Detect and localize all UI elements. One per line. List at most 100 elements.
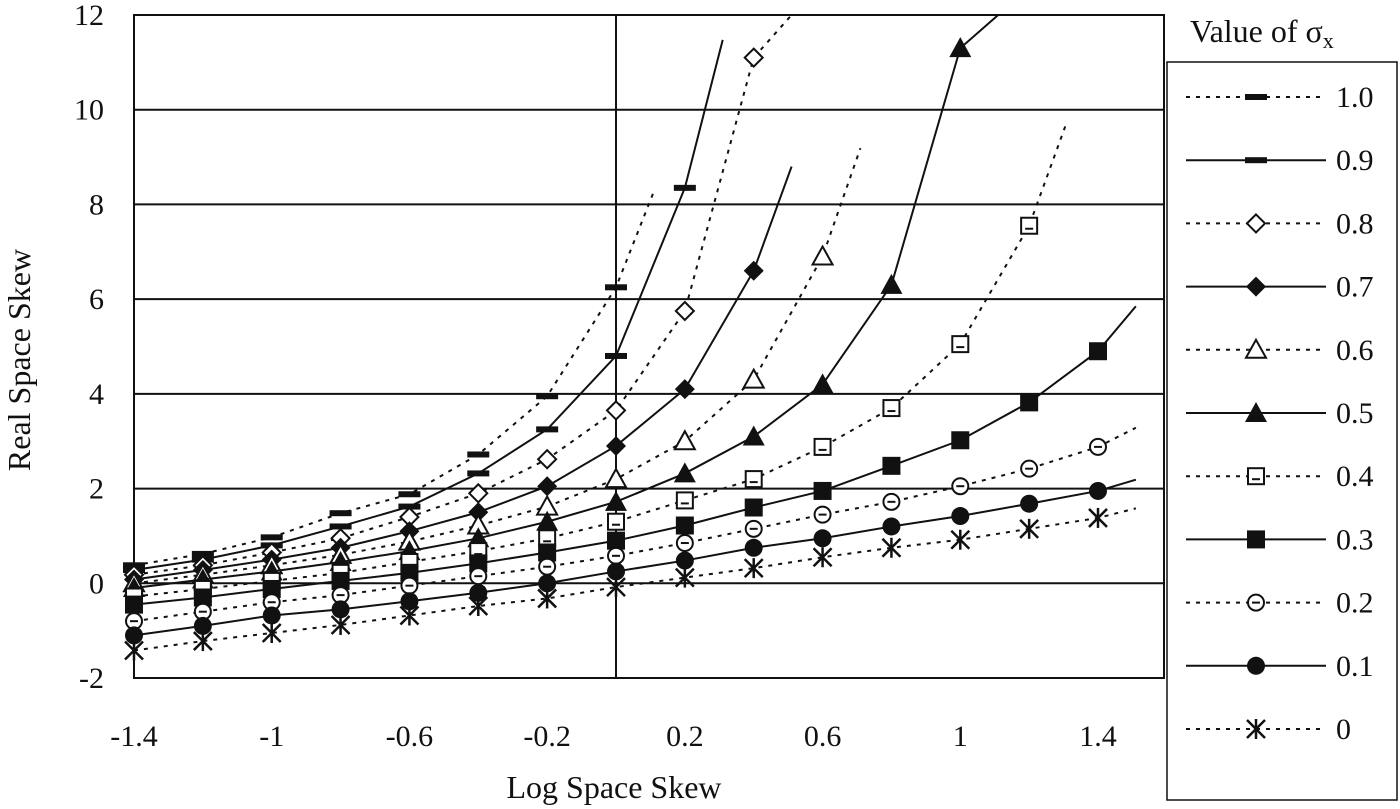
data-point (604, 467, 628, 489)
series-0.4 (125, 121, 1068, 606)
data-point (536, 448, 558, 470)
series-layer (122, 14, 1137, 661)
legend-item-0.9: 0.9 (1186, 144, 1374, 177)
y-tick-label: 4 (89, 378, 104, 411)
data-point (538, 557, 557, 576)
series-0.1 (125, 478, 1137, 645)
data-point (468, 596, 489, 617)
x-tick-label: -1 (259, 720, 284, 753)
data-point (331, 600, 350, 619)
x-tick-label: 1 (953, 720, 968, 753)
data-point (467, 482, 489, 504)
legend-label: 0.9 (1336, 144, 1374, 177)
legend-marker (1245, 212, 1267, 234)
data-point (193, 616, 212, 635)
data-point (537, 588, 558, 609)
series-line-0.1 (133, 478, 1137, 637)
data-point (813, 529, 832, 548)
data-point (538, 543, 557, 562)
legend-title: Value of σx (1190, 13, 1334, 53)
data-point (951, 431, 970, 450)
data-point (125, 612, 143, 631)
data-point (813, 437, 832, 456)
data-point (880, 273, 903, 294)
data-point (674, 300, 696, 322)
data-point (951, 507, 970, 526)
legend-item-0.5: 0.5 (1186, 397, 1374, 430)
data-point (673, 462, 696, 483)
legend-marker (1247, 593, 1265, 612)
data-point (400, 592, 419, 611)
legend-title-symbol: σ (1306, 13, 1323, 49)
grid (134, 14, 1164, 679)
legend-label: 1.0 (1336, 81, 1374, 114)
legend-label: 0.1 (1336, 650, 1374, 683)
legend-label: 0.4 (1336, 460, 1374, 493)
data-point (742, 425, 765, 446)
series-line-0.2 (133, 426, 1137, 623)
legend-title-prefix: Value of (1190, 13, 1306, 49)
series-line-0 (133, 507, 1137, 652)
legend-marker (1247, 530, 1265, 549)
legend-item-0.7: 0.7 (1186, 271, 1374, 304)
data-point (673, 184, 696, 191)
data-point (400, 563, 419, 582)
data-point (399, 605, 420, 626)
data-point (744, 470, 763, 489)
legend-label: 0.2 (1336, 587, 1374, 620)
legend-item-0.2: 0.2 (1186, 587, 1374, 620)
x-tick-label: 0.6 (804, 720, 842, 753)
data-point (124, 640, 144, 661)
data-point (469, 567, 488, 586)
legend-item-0: 0 (1186, 713, 1351, 746)
series-line-0.6 (133, 147, 862, 585)
legend-label: 0 (1336, 713, 1351, 746)
legend-box (1166, 61, 1398, 801)
data-point (607, 512, 625, 531)
data-point (674, 379, 695, 400)
data-point (743, 260, 764, 281)
data-point (398, 491, 421, 498)
legend-marker (1245, 402, 1267, 422)
data-point (467, 470, 490, 477)
data-point (1020, 393, 1039, 412)
legend-marker (1246, 276, 1266, 297)
data-point (1020, 459, 1039, 478)
legend-marker (1247, 467, 1265, 486)
data-point (742, 367, 766, 389)
data-point (675, 534, 694, 553)
data-point (813, 481, 832, 500)
data-point (261, 623, 282, 644)
legend-marker (1245, 157, 1267, 164)
data-point (606, 435, 626, 456)
data-point (1089, 481, 1107, 500)
data-point (1020, 494, 1039, 513)
data-point (469, 583, 488, 602)
legend-title-subscript: x (1323, 28, 1334, 53)
data-point (331, 571, 350, 590)
data-point (675, 516, 694, 535)
x-tick-label: -0.2 (523, 720, 571, 753)
tick-labels: -1.4 -1 -0.6 -0.2 0.2 0.6 1 1.4 -2 0 2 4 6 8 10 12 (74, 0, 1117, 753)
data-point (192, 631, 213, 652)
data-point (813, 505, 832, 524)
data-point (125, 626, 143, 645)
series-0.5 (123, 14, 999, 598)
data-point (191, 550, 214, 557)
data-point (882, 456, 901, 475)
data-point (260, 534, 283, 541)
y-tick-label: 10 (74, 94, 104, 127)
legend-marker (1246, 719, 1266, 739)
y-tick-label: -2 (79, 662, 104, 695)
legend-label: 0.6 (1336, 334, 1374, 367)
series-0.8 (123, 14, 793, 586)
data-point (811, 373, 834, 394)
data-point (1020, 216, 1039, 235)
y-tick-label: 2 (89, 473, 104, 506)
data-point (1089, 437, 1107, 456)
legend: 1.0 0.9 0.8 0.7 0.6 0.5 0.4 0.3 0.2 0.1 0 (1186, 81, 1374, 746)
x-tick-label: -0.6 (386, 720, 434, 753)
data-point (400, 576, 419, 595)
data-point (882, 517, 901, 536)
